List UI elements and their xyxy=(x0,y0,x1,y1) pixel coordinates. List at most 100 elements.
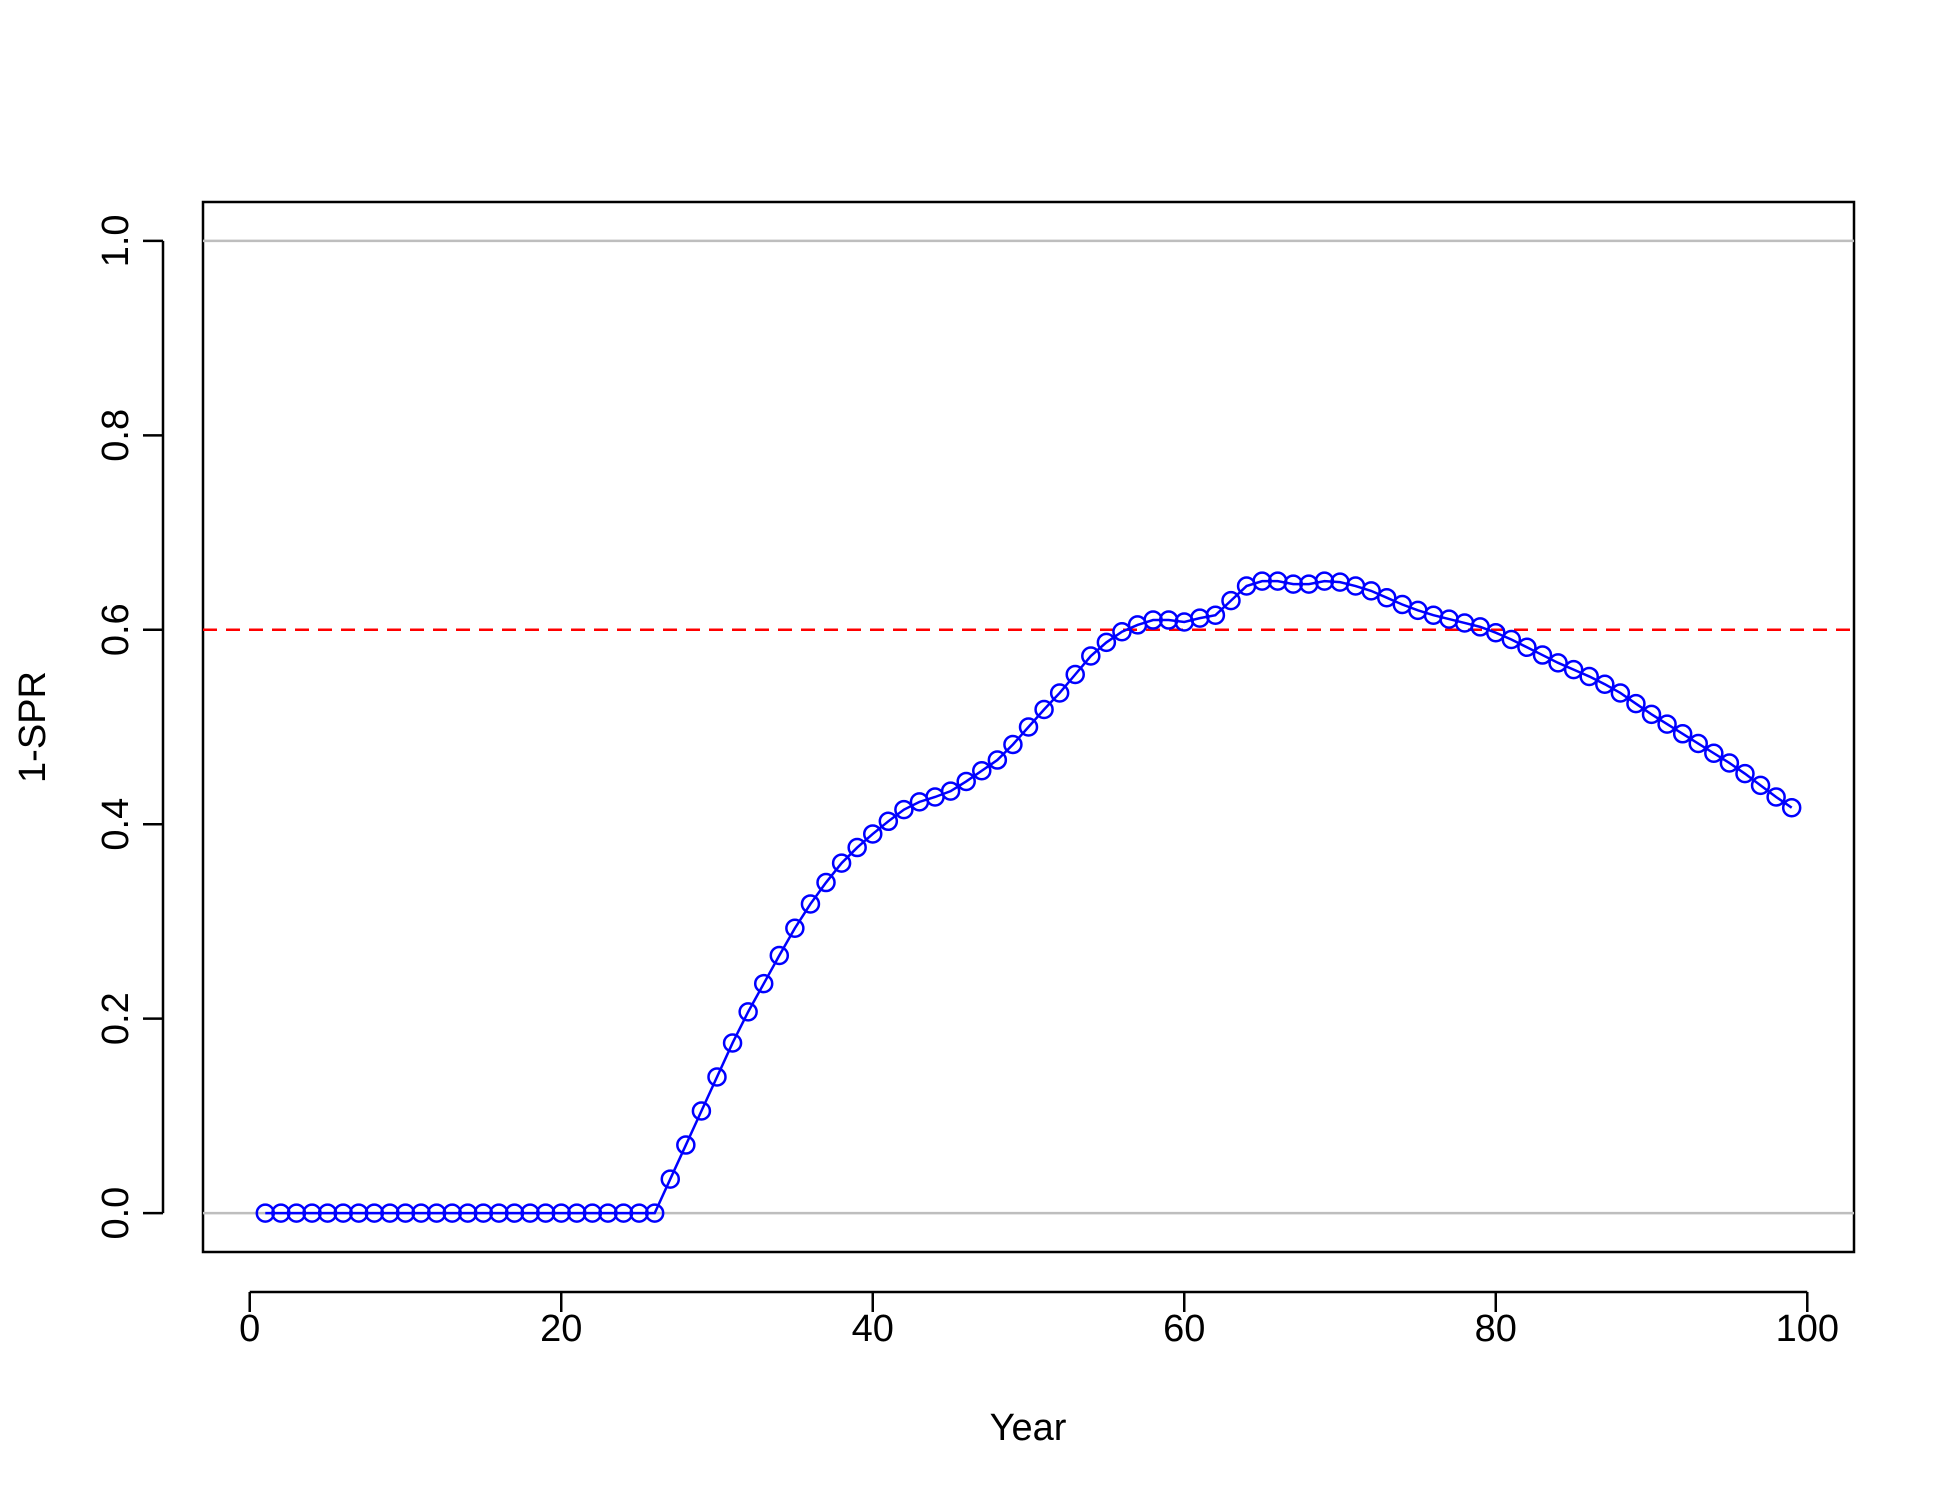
y-tick-label: 0.6 xyxy=(95,603,137,656)
data-point xyxy=(364,1203,385,1223)
data-point xyxy=(1205,605,1226,625)
data-point xyxy=(302,1203,322,1223)
data-point xyxy=(1548,653,1568,673)
x-axis: 0 20 40 60 80 100 xyxy=(239,1290,1839,1350)
data-point xyxy=(676,1135,696,1155)
x-tick-label: 40 xyxy=(852,1308,894,1350)
data-point xyxy=(1096,632,1117,653)
data-point xyxy=(1252,571,1272,591)
data-point xyxy=(317,1203,338,1223)
data-point xyxy=(1657,714,1677,734)
data-point xyxy=(395,1203,416,1223)
data-point xyxy=(598,1203,618,1223)
data-point xyxy=(691,1101,712,1121)
data-point xyxy=(1704,743,1724,763)
data-point xyxy=(707,1067,727,1087)
data-point xyxy=(504,1203,525,1223)
data-point xyxy=(1314,571,1335,591)
data-point xyxy=(1081,646,1101,666)
data-point xyxy=(862,824,883,844)
data-point xyxy=(582,1203,603,1223)
data-point xyxy=(1688,733,1708,754)
y-tick-label: 0.4 xyxy=(95,798,137,851)
data-point xyxy=(987,750,1008,770)
data-point xyxy=(380,1203,400,1223)
y-axis: 0.0 0.2 0.4 0.6 0.8 1.0 xyxy=(95,214,165,1240)
data-point xyxy=(442,1203,462,1223)
data-point xyxy=(567,1203,587,1223)
data-point xyxy=(535,1203,556,1223)
data-point xyxy=(1750,775,1771,796)
data-point xyxy=(349,1203,369,1223)
data-point xyxy=(629,1203,649,1223)
data-point xyxy=(1174,612,1195,632)
data-point xyxy=(1641,704,1662,725)
data-point xyxy=(271,1203,291,1223)
x-tick-label: 100 xyxy=(1776,1308,1839,1350)
data-point xyxy=(1423,605,1444,625)
data-point xyxy=(411,1203,431,1223)
data-point xyxy=(551,1203,571,1223)
data-point xyxy=(1486,622,1506,643)
data-point xyxy=(255,1203,276,1223)
data-point xyxy=(489,1203,509,1223)
data-point xyxy=(286,1203,307,1223)
data-point xyxy=(1439,609,1459,629)
data-point xyxy=(1610,683,1631,703)
data-point xyxy=(1781,797,1802,818)
data-point xyxy=(816,872,836,893)
data-point xyxy=(1299,574,1319,594)
data-point xyxy=(972,761,992,781)
data-point xyxy=(785,918,805,938)
data-point xyxy=(769,945,790,966)
data-point xyxy=(1065,664,1085,685)
data-point xyxy=(1221,590,1241,611)
series-layer xyxy=(255,571,1802,1223)
data-point xyxy=(613,1203,634,1223)
data-point xyxy=(1283,574,1304,594)
y-axis-title: 1-SPR xyxy=(12,671,54,783)
data-point xyxy=(1034,699,1054,720)
data-point xyxy=(660,1169,681,1189)
data-point xyxy=(1158,610,1179,630)
data-point xyxy=(1190,608,1210,628)
data-point xyxy=(956,771,976,792)
plot-frame xyxy=(201,200,1856,1254)
data-point xyxy=(1361,581,1381,601)
data-point xyxy=(753,973,774,994)
data-point xyxy=(738,1002,758,1022)
data-point xyxy=(722,1033,743,1053)
y-tick-label: 0.2 xyxy=(95,992,137,1045)
data-point xyxy=(1735,763,1755,784)
data-point xyxy=(847,837,867,858)
data-point xyxy=(1376,587,1397,608)
data-point xyxy=(1563,659,1584,680)
y-tick-label: 0.8 xyxy=(95,409,137,462)
x-tick-label: 60 xyxy=(1163,1308,1205,1350)
data-point xyxy=(1003,734,1023,755)
data-point xyxy=(1330,572,1350,592)
data-point xyxy=(1766,787,1786,807)
data-point xyxy=(1579,666,1599,687)
data-point xyxy=(1532,645,1553,665)
x-tick-label: 0 xyxy=(239,1308,260,1350)
data-point xyxy=(473,1203,494,1223)
series-line xyxy=(265,579,1793,1215)
x-tick-label: 80 xyxy=(1475,1308,1517,1350)
x-axis-title: Year xyxy=(990,1407,1067,1449)
data-point xyxy=(1143,610,1163,630)
data-point xyxy=(940,781,961,801)
data-point xyxy=(1719,753,1740,773)
data-point xyxy=(333,1203,353,1223)
data-point xyxy=(1517,637,1537,658)
x-tick-label: 20 xyxy=(540,1308,582,1350)
data-point xyxy=(458,1203,478,1223)
data-point xyxy=(894,799,914,820)
data-point xyxy=(426,1203,447,1223)
y-tick-label: 0.0 xyxy=(95,1187,137,1240)
data-point xyxy=(1112,621,1132,642)
y-tick-label: 1.0 xyxy=(95,214,137,267)
data-point xyxy=(644,1203,665,1223)
